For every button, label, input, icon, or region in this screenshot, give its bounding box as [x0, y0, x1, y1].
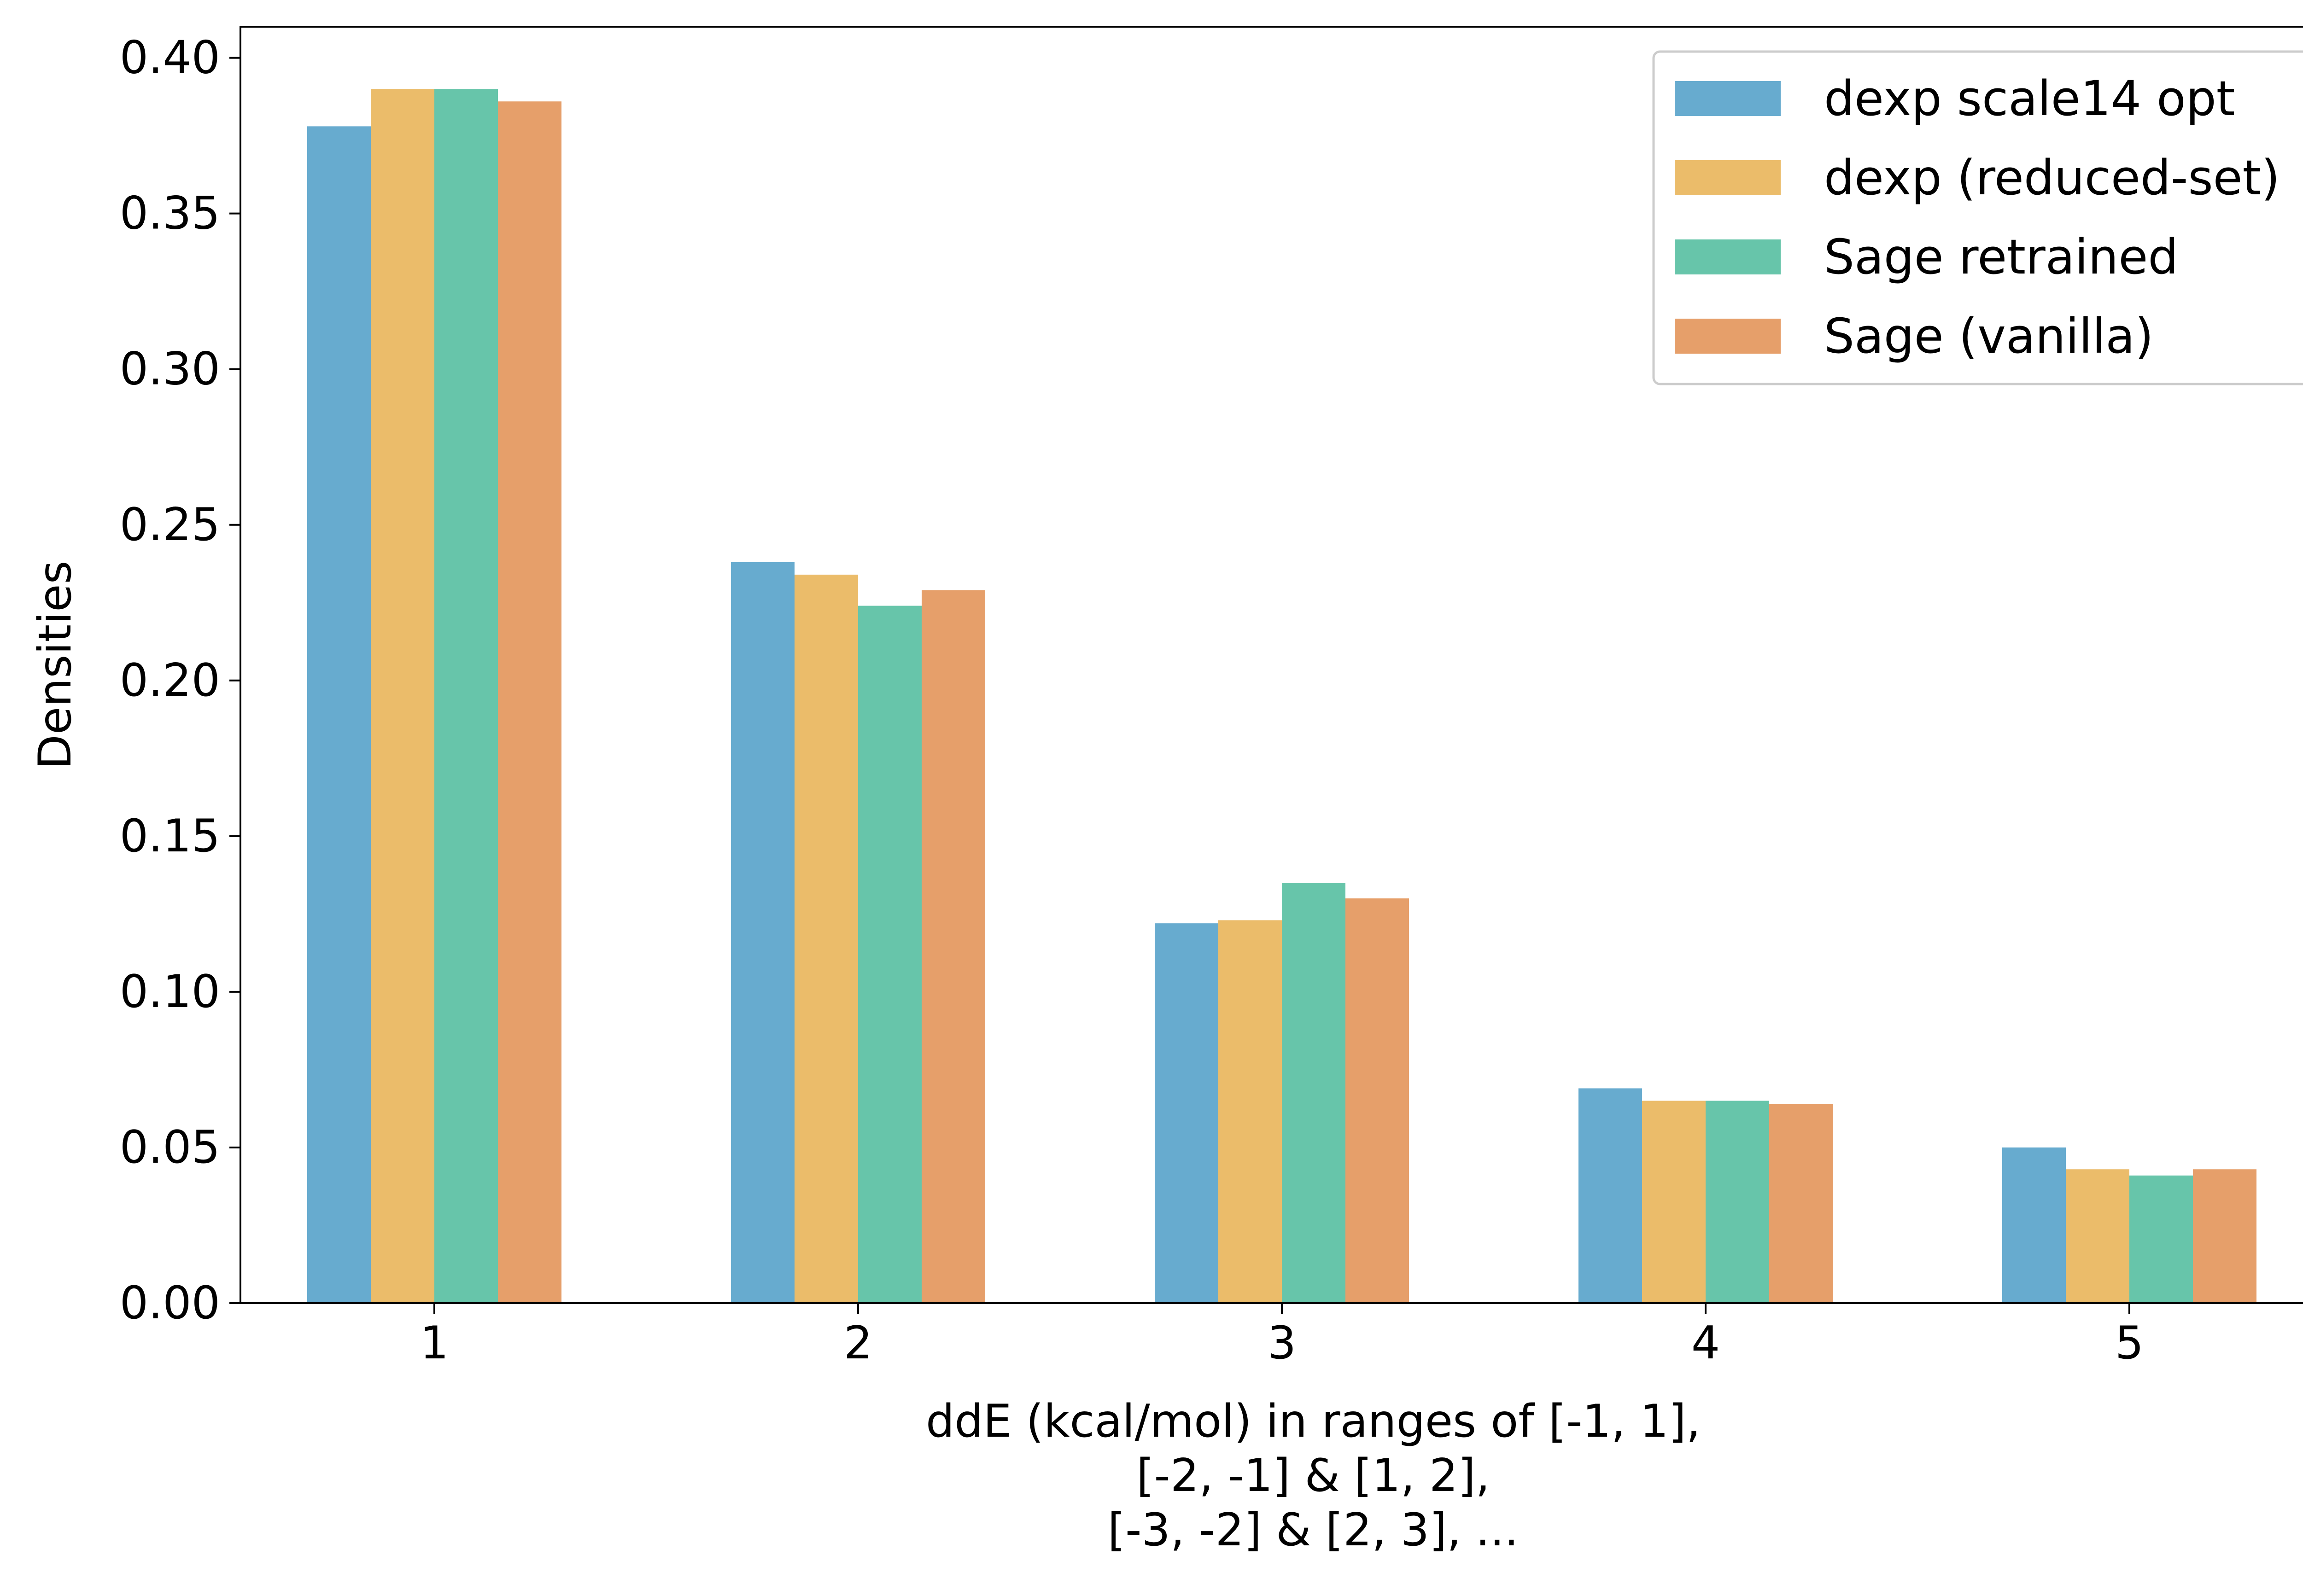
y-tick-label: 0.15 [120, 810, 220, 862]
bar-4-4 [1769, 1104, 1833, 1303]
legend-swatch [1675, 160, 1781, 195]
bar-3-3 [1282, 883, 1345, 1303]
bar-4-1 [498, 101, 561, 1303]
bar-1-5 [2002, 1147, 2066, 1303]
bar-2-4 [1642, 1101, 1706, 1303]
legend-label: dexp (reduced-set) [1824, 150, 2280, 206]
legend-box [1652, 50, 2303, 385]
bar-2-2 [795, 574, 858, 1303]
axes-layer: 0.00 0.05 0.10 0.15 0.20 0.25 0.30 0.35 0.40 1 2 3 4… [29, 26, 2303, 1556]
y-tick-label: 0.20 [120, 654, 220, 707]
legend-swatch [1675, 319, 1781, 354]
y-tick-label: 0.40 [120, 32, 220, 84]
x-tick-label: 2 [844, 1317, 872, 1369]
bar-3-5 [2129, 1175, 2193, 1303]
bar-4-3 [1345, 898, 1409, 1303]
y-tick-label: 0.10 [120, 966, 220, 1018]
bar-2-3 [1218, 920, 1282, 1303]
legend-label: Sage retrained [1824, 229, 2178, 285]
bar-1-1 [307, 126, 371, 1303]
bar-1-3 [1155, 923, 1218, 1303]
legend-swatch [1675, 81, 1781, 116]
bar-4-5 [2193, 1169, 2256, 1303]
plot-frame [240, 26, 2303, 1304]
y-tick-label: 0.30 [120, 343, 220, 396]
bars-layer [307, 89, 2256, 1304]
bar-3-4 [1706, 1101, 1769, 1303]
y-tick-label: 0.35 [120, 187, 220, 240]
bar-4-2 [922, 590, 985, 1303]
bar-2-5 [2066, 1169, 2129, 1303]
bar-2-1 [371, 89, 434, 1304]
legend: dexp scale14 opt dexp (reduced-set) Sage r… [1652, 50, 2303, 385]
x-tick-label: 4 [1691, 1317, 1720, 1369]
y-tick-label: 0.25 [120, 499, 220, 551]
legend-label: dexp scale14 opt [1824, 70, 2235, 127]
legend-label: Sage (vanilla) [1824, 308, 2154, 364]
bar-1-2 [731, 562, 795, 1303]
x-tick-label: 5 [2115, 1317, 2144, 1369]
x-tick-label: 1 [420, 1317, 449, 1369]
x-axis-label-line: [-2, -1] & [1, 2], [1136, 1450, 1490, 1502]
y-tick-label: 0.05 [120, 1121, 220, 1174]
x-axis-label-line: ddE (kcal/mol) in ranges of [-1, 1], [926, 1395, 1701, 1448]
bar-1-4 [1578, 1088, 1642, 1303]
x-axis-label-line: [-3, -2] & [2, 3], ... [1108, 1504, 1519, 1556]
y-tick-label: 0.00 [120, 1277, 220, 1329]
bar-3-1 [434, 89, 498, 1304]
legend-swatch [1675, 239, 1781, 274]
bar-3-2 [858, 606, 922, 1303]
y-axis-label: Densities [29, 560, 82, 769]
x-tick-label: 3 [1268, 1317, 1296, 1369]
